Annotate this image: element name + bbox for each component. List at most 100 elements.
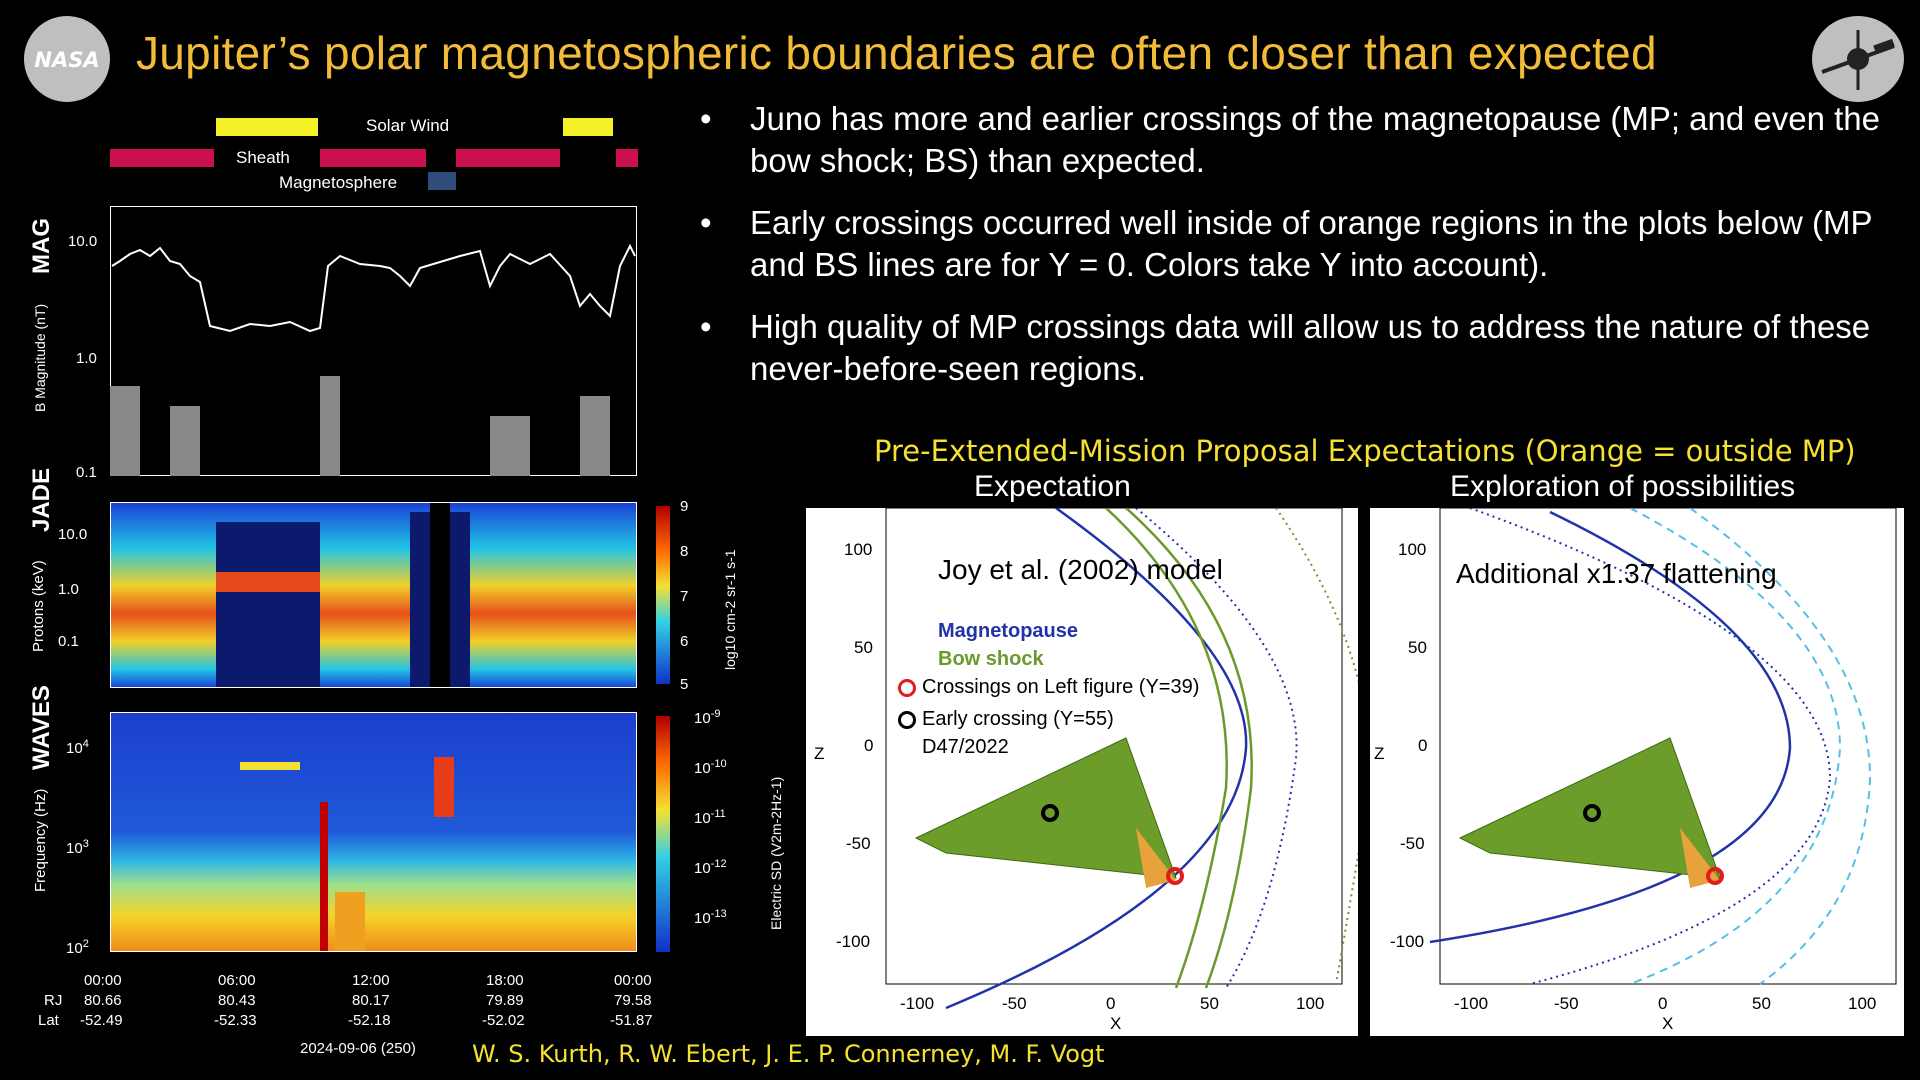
legend-bow-shock: Bow shock: [938, 648, 1044, 670]
rj-value: 80.17: [352, 992, 390, 1009]
time-label: 00:00: [614, 972, 652, 989]
ytick: -50: [846, 834, 871, 853]
mag-plot: [110, 206, 637, 476]
lat-value: -52.49: [80, 1012, 123, 1029]
xlabel: X: [1110, 1014, 1122, 1033]
xtick: 0: [1658, 994, 1668, 1013]
xtick: -100: [1454, 994, 1489, 1013]
model-label: Joy et al. (2002) model: [938, 554, 1223, 585]
ylabel: Z: [1374, 744, 1385, 763]
jade-colorbar-tick: 9: [680, 498, 689, 515]
jade-ylabel: Protons (keV): [30, 560, 47, 652]
xtick: 100: [1848, 994, 1877, 1013]
xtick: -50: [1554, 994, 1579, 1013]
ytick: -100: [836, 932, 871, 951]
section-header: Pre-Extended-Mission Proposal Expectatio…: [874, 434, 1856, 468]
bow-shock-curve: [1105, 508, 1228, 989]
legend-magnetopause: Magnetopause: [938, 620, 1079, 642]
model-label: Additional x1.37 flattening: [1456, 558, 1777, 589]
jade-colorbar-tick: 8: [680, 543, 689, 560]
ytick: -50: [1400, 834, 1425, 853]
rj-value: 79.58: [614, 992, 652, 1009]
waves-colorbar-label: Electric SD (V2m-2Hz-1): [768, 776, 784, 930]
waves-ytick: 103: [66, 838, 89, 857]
black-circle-icon: [898, 710, 916, 729]
sheath-bar: [110, 149, 214, 167]
early-crossing-marker: [1583, 804, 1601, 822]
juno-spacecraft-icon: [1812, 16, 1904, 102]
bow-shock-dashed: [1629, 508, 1842, 985]
xlabel: X: [1662, 1014, 1674, 1033]
waves-spectrogram: [110, 712, 637, 952]
sheath-bar: [616, 149, 638, 167]
sheath-bar: [320, 149, 426, 167]
time-label: 00:00: [84, 972, 122, 989]
magnetopause-curve: [945, 508, 1248, 1010]
ytick: 50: [854, 638, 873, 657]
red-circle-icon: [898, 678, 916, 697]
mag-ylabel: B Magnitude (nT): [32, 303, 48, 412]
ytick: 100: [844, 540, 873, 559]
sheath-bar: [456, 149, 560, 167]
xtick: -100: [900, 994, 935, 1013]
waves-ytick: 104: [66, 738, 89, 757]
rj-label: RJ: [44, 992, 63, 1009]
jade-ytick: 0.1: [58, 633, 79, 650]
bullet-item: High quality of MP crossings data will a…: [700, 306, 1900, 390]
xtick: 0: [1106, 994, 1116, 1013]
bow-shock-dashed: [1689, 508, 1872, 985]
ytick: 0: [864, 736, 874, 755]
mag-ytick: 0.1: [76, 464, 97, 481]
date-label: 2024-09-06 (250): [300, 1040, 416, 1057]
lat-value: -52.02: [482, 1012, 525, 1029]
bow-shock-dotted: [1275, 508, 1358, 985]
time-label: 12:00: [352, 972, 390, 989]
ytick: 100: [1398, 540, 1427, 559]
waves-ytick: 102: [66, 938, 89, 957]
mag-panel-name: MAG: [28, 218, 55, 274]
bullet-list: Juno has more and earlier crossings of t…: [700, 98, 1900, 410]
waves-colorbar-tick: 10-11: [694, 808, 726, 827]
lat-value: -51.87: [610, 1012, 653, 1029]
waves-panel-name: WAVES: [28, 685, 55, 770]
rj-value: 79.89: [486, 992, 524, 1009]
lat-label: Lat: [38, 1012, 59, 1029]
ytick: 50: [1408, 638, 1427, 657]
waves-colorbar-tick: 10-9: [694, 708, 721, 727]
time-label: 18:00: [486, 972, 524, 989]
jade-ytick: 1.0: [58, 581, 79, 598]
jade-colorbar-tick: 7: [680, 588, 689, 605]
waves-ylabel: Frequency (Hz): [32, 788, 49, 892]
jade-colorbar-tick: 5: [680, 676, 689, 693]
ylabel: Z: [814, 744, 825, 763]
solar-wind-label: Solar Wind: [366, 116, 450, 135]
rj-value: 80.66: [84, 992, 122, 1009]
jade-panel-name: JADE: [28, 467, 55, 532]
jade-ytick: 10.0: [58, 526, 88, 543]
lat-value: -52.18: [348, 1012, 391, 1029]
early-crossing-marker: [1041, 804, 1059, 822]
nasa-logo: NASA: [24, 16, 110, 102]
mag-field-line: [111, 243, 636, 333]
mag-ytick: 1.0: [76, 350, 97, 367]
ytick: -100: [1390, 932, 1425, 951]
jade-colorbar: [656, 506, 670, 684]
magnetopause-dotted: [1469, 508, 1832, 985]
sheath-label: Sheath: [236, 148, 290, 167]
jade-spectrogram: [110, 502, 637, 688]
rj-value: 80.43: [218, 992, 256, 1009]
time-label: 06:00: [218, 972, 256, 989]
bow-shock-curve: [1125, 508, 1253, 989]
solar-wind-bar: [216, 118, 318, 136]
magnetosphere-label: Magnetosphere: [279, 173, 398, 192]
page-title: Jupiter’s polar magnetospheric boundarie…: [136, 27, 1657, 79]
bullet-item: Early crossings occurred well inside of …: [700, 202, 1900, 286]
waves-colorbar-tick: 10-12: [694, 858, 727, 877]
authors: W. S. Kurth, R. W. Ebert, J. E. P. Conne…: [472, 1040, 1105, 1068]
expectation-plot: Joy et al. (2002) model Magnetopause Bow…: [806, 508, 1358, 1036]
legend-black-crossing-date: D47/2022: [922, 736, 1009, 758]
magnetopause-curve: [1429, 510, 1792, 944]
legend-red-crossings: Crossings on Left figure (Y=39): [898, 676, 1199, 699]
xtick: 50: [1752, 994, 1771, 1013]
jade-colorbar-label: log10 cm-2 sr-1 s-1: [722, 549, 738, 670]
